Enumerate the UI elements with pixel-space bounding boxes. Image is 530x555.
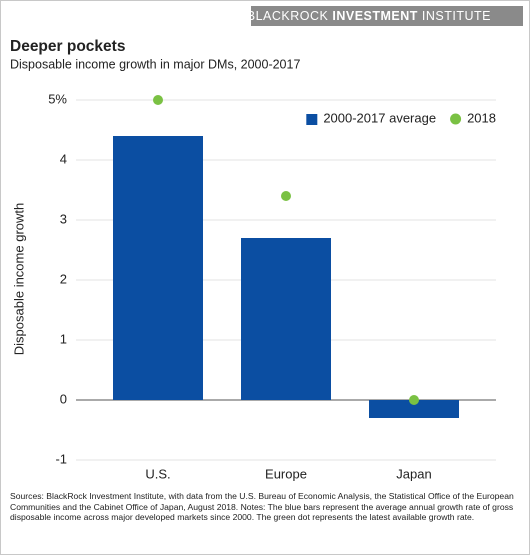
y-tick-label: 5% — [48, 91, 67, 106]
header-bar — [251, 6, 523, 26]
y-tick-label: -1 — [55, 451, 67, 466]
brand-word: INVESTMENT — [332, 9, 418, 23]
x-tick-label: Europe — [265, 466, 307, 481]
brand-word: INSTITUTE — [422, 9, 491, 23]
legend-label: 2000-2017 average — [323, 110, 436, 125]
chart: BLACKROCK INVESTMENT INSTITUTE Deeper po… — [10, 6, 523, 481]
y-tick-label: 4 — [60, 151, 67, 166]
y-tick-label: 3 — [60, 211, 67, 226]
header-brand: BLACKROCK INVESTMENT INSTITUTE — [247, 9, 491, 23]
y-axis-label: Disposable income growth — [11, 203, 26, 355]
x-tick-label: Japan — [396, 466, 431, 481]
legend-label: 2018 — [467, 110, 496, 125]
y-tick-label: 1 — [60, 331, 67, 346]
chart-subtitle: Disposable income growth in major DMs, 2… — [10, 57, 300, 71]
dot — [409, 395, 419, 405]
chart-title: Deeper pockets — [10, 38, 125, 55]
y-tick-label: 2 — [60, 271, 67, 286]
legend-swatch — [306, 114, 318, 125]
bar — [241, 238, 331, 400]
bar — [113, 136, 203, 400]
bar — [369, 400, 459, 418]
y-tick-label: 0 — [60, 391, 67, 406]
dot — [153, 95, 163, 105]
legend-swatch — [450, 113, 462, 125]
x-tick-label: U.S. — [145, 466, 170, 481]
footnote: Sources: BlackRock Investment Institute,… — [10, 491, 514, 522]
dot — [281, 191, 291, 201]
brand-word: BLACKROCK — [247, 9, 329, 23]
